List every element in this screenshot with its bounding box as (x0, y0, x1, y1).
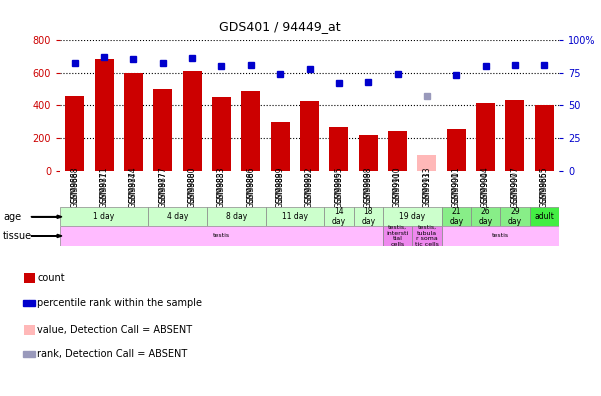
Bar (212, 97, 231, 171)
FancyBboxPatch shape (500, 207, 529, 227)
FancyBboxPatch shape (207, 207, 266, 227)
FancyBboxPatch shape (529, 207, 559, 227)
Bar (124, 72, 143, 171)
Text: testis,
intersti
tial
cells: testis, intersti tial cells (386, 225, 409, 247)
FancyBboxPatch shape (324, 207, 353, 227)
FancyBboxPatch shape (353, 207, 383, 227)
FancyBboxPatch shape (60, 207, 148, 227)
Text: GSM9910: GSM9910 (393, 171, 402, 208)
Text: GSM9865: GSM9865 (540, 171, 549, 208)
Text: GSM9889: GSM9889 (276, 171, 285, 208)
FancyBboxPatch shape (412, 227, 442, 246)
Bar (535, 105, 554, 171)
Text: GSM9880: GSM9880 (188, 171, 197, 208)
Bar (66, 95, 84, 171)
Text: 19 day: 19 day (399, 212, 426, 221)
Text: GSM9907: GSM9907 (510, 171, 519, 208)
Bar (417, 155, 436, 171)
Text: 4 day: 4 day (167, 212, 188, 221)
Text: tissue: tissue (3, 231, 32, 241)
Bar (388, 131, 407, 171)
Text: rank, Detection Call = ABSENT: rank, Detection Call = ABSENT (37, 349, 188, 360)
FancyBboxPatch shape (383, 207, 442, 227)
Text: GSM9904: GSM9904 (481, 171, 490, 208)
Text: 14
day: 14 day (332, 207, 346, 227)
Text: GSM9895: GSM9895 (334, 171, 343, 208)
Text: testis: testis (492, 234, 509, 238)
FancyBboxPatch shape (471, 207, 500, 227)
Bar (447, 129, 466, 171)
Text: GSM9901: GSM9901 (452, 171, 461, 208)
Bar (153, 89, 172, 171)
Bar (183, 71, 202, 171)
FancyBboxPatch shape (60, 227, 383, 246)
FancyBboxPatch shape (442, 227, 559, 246)
Text: 8 day: 8 day (225, 212, 247, 221)
Bar (94, 59, 114, 171)
Text: 26
day: 26 day (478, 207, 493, 227)
Bar (329, 127, 349, 171)
Bar (359, 135, 378, 171)
Text: 21
day: 21 day (449, 207, 463, 227)
Bar (300, 101, 319, 171)
Text: GDS401 / 94449_at: GDS401 / 94449_at (219, 20, 340, 33)
FancyBboxPatch shape (266, 207, 324, 227)
Text: GSM9874: GSM9874 (129, 171, 138, 208)
Bar (476, 103, 495, 171)
Bar (505, 100, 525, 171)
Text: 11 day: 11 day (282, 212, 308, 221)
Text: GSM9886: GSM9886 (246, 171, 255, 208)
Text: 1 day: 1 day (94, 212, 115, 221)
Text: GSM9877: GSM9877 (158, 171, 167, 208)
Text: percentile rank within the sample: percentile rank within the sample (37, 298, 203, 308)
Text: GSM9868: GSM9868 (70, 171, 79, 208)
Text: testis,
tubula
r soma
tic cells: testis, tubula r soma tic cells (415, 225, 439, 247)
Bar (270, 122, 290, 171)
Bar (241, 91, 260, 171)
Text: 29
day: 29 day (508, 207, 522, 227)
FancyBboxPatch shape (383, 227, 412, 246)
Text: GSM9913: GSM9913 (423, 171, 432, 208)
Text: value, Detection Call = ABSENT: value, Detection Call = ABSENT (37, 325, 192, 335)
Text: GSM9883: GSM9883 (217, 171, 226, 208)
Text: GSM9892: GSM9892 (305, 171, 314, 208)
Text: 18
day: 18 day (361, 207, 375, 227)
Text: GSM9898: GSM9898 (364, 171, 373, 208)
Text: GSM9871: GSM9871 (100, 171, 109, 208)
Text: age: age (3, 212, 21, 222)
Text: count: count (37, 273, 65, 284)
FancyBboxPatch shape (442, 207, 471, 227)
FancyBboxPatch shape (148, 207, 207, 227)
Text: adult: adult (534, 212, 554, 221)
Text: testis: testis (213, 234, 230, 238)
